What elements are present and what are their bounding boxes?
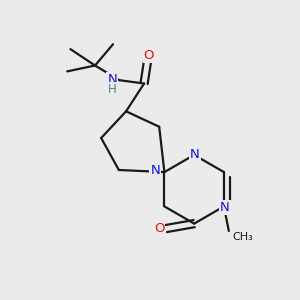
Text: O: O [144,49,154,62]
Text: CH₃: CH₃ [233,232,254,242]
Text: N: N [150,164,160,177]
Text: N: N [190,148,200,161]
Text: N: N [220,201,230,214]
Text: O: O [154,222,164,235]
Text: H: H [108,83,117,96]
Text: N: N [107,73,117,86]
